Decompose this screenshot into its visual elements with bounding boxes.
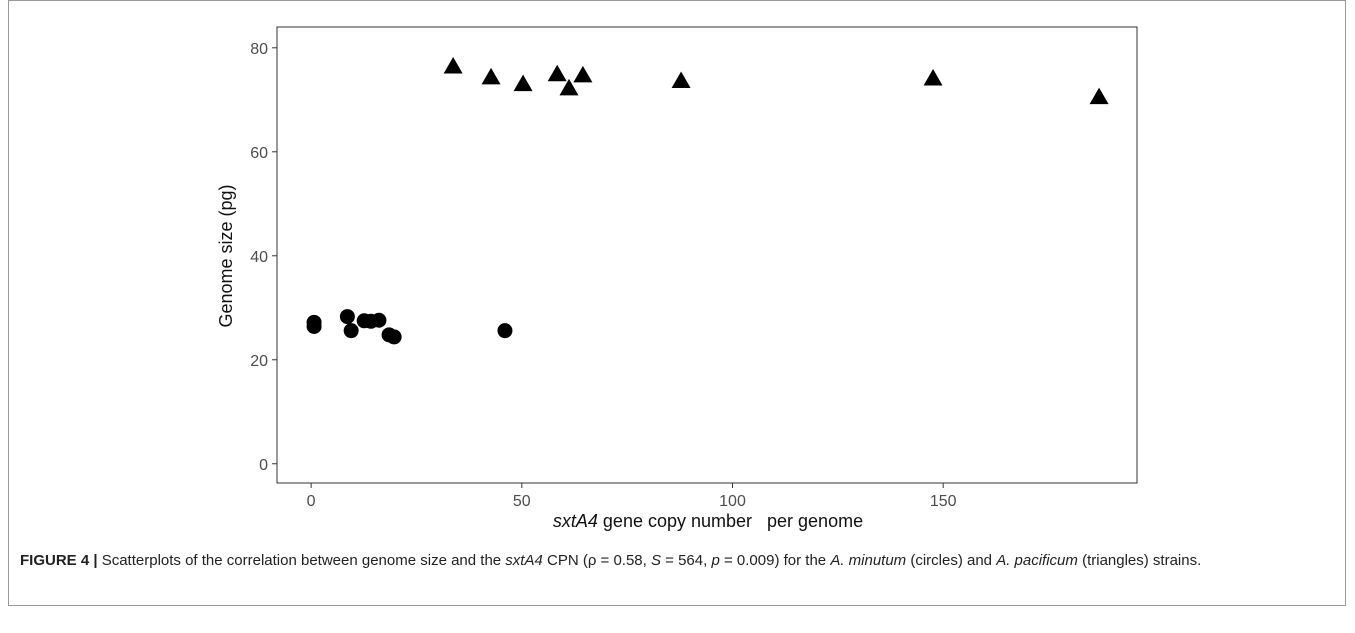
x-axis-label-italic: sxtA4 — [553, 511, 598, 531]
y-tick-label: 20 — [250, 353, 268, 370]
caption-italic: S — [650, 552, 661, 569]
figure-frame — [8, 0, 1346, 606]
x-tick-label: 0 — [307, 493, 316, 510]
y-tick-label: 40 — [250, 249, 268, 266]
caption-text: (triangles) strains. — [1077, 552, 1202, 569]
point — [343, 323, 359, 339]
x-tick-label: 50 — [513, 493, 531, 510]
point — [573, 65, 593, 83]
point — [306, 318, 322, 334]
caption-italic: sxtA4 — [505, 552, 543, 569]
point — [386, 329, 402, 345]
x-axis-label-rest: gene copy number per genome — [598, 511, 863, 531]
y-tick-label: 80 — [250, 41, 268, 58]
plot-panel — [276, 26, 1138, 484]
point — [513, 74, 533, 92]
point — [481, 67, 501, 85]
caption-text: (circles) and — [906, 552, 997, 569]
caption: FIGURE 4 | Scatterplots of the correlati… — [20, 548, 1330, 573]
caption-italic: A. minutum — [830, 552, 907, 569]
point — [443, 56, 463, 74]
caption-label: FIGURE 4 | — [20, 552, 98, 569]
point — [371, 312, 387, 328]
point — [923, 68, 943, 86]
caption-text: = 564, — [661, 552, 712, 569]
point — [671, 71, 691, 89]
caption-italic: p — [711, 552, 720, 569]
point — [339, 309, 355, 325]
caption-italic: A. pacificum — [996, 552, 1078, 569]
point — [1089, 87, 1109, 105]
caption-text: CPN (ρ = 0.58, — [542, 552, 651, 569]
point — [497, 323, 513, 339]
x-tick-label: 150 — [930, 493, 957, 510]
caption-text: Scatterplots of the correlation between … — [97, 552, 506, 569]
x-tick-label: 100 — [719, 493, 746, 510]
y-tick-label: 0 — [259, 457, 268, 474]
point — [547, 64, 567, 82]
x-axis-label: sxtA4 gene copy number per genome — [553, 511, 863, 531]
point — [559, 78, 579, 96]
y-tick-label: 60 — [250, 145, 268, 162]
caption-text: = 0.009) for the — [719, 552, 831, 569]
y-axis-label: Genome size (pg) — [216, 184, 236, 327]
